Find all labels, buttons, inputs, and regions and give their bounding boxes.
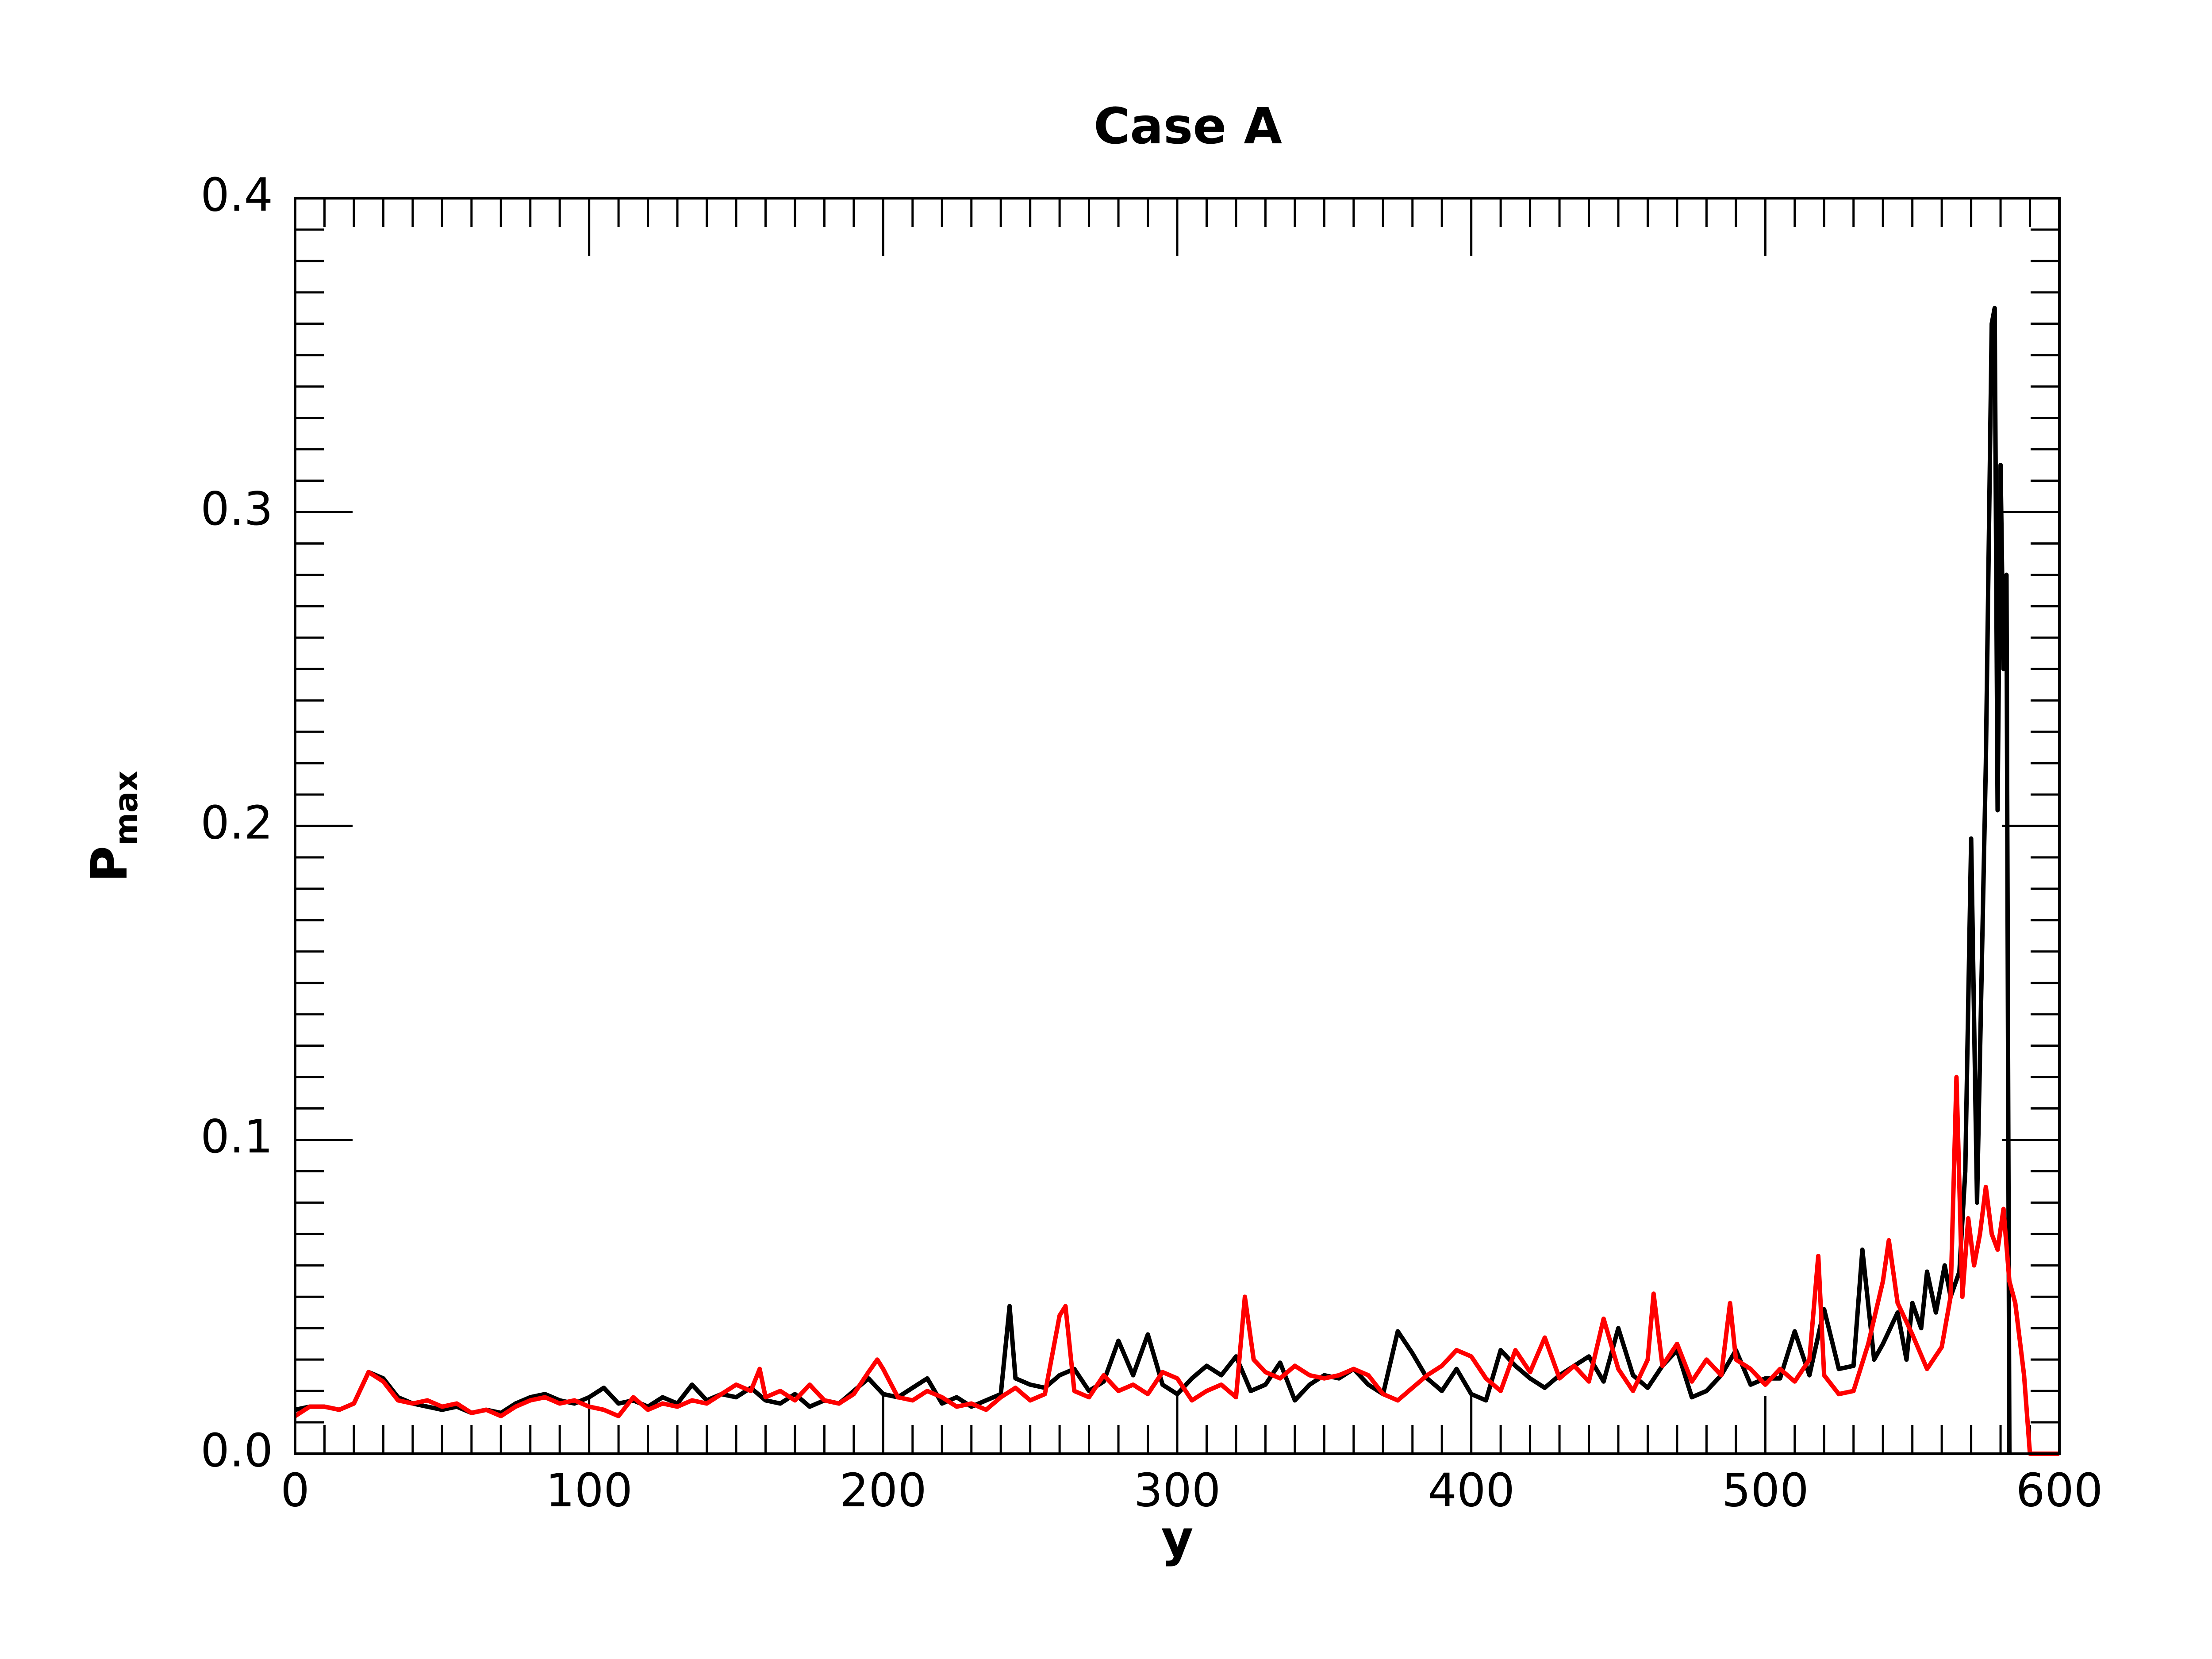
y-axis-label-main: Pmax	[81, 771, 145, 882]
y-axis-label-text: P	[81, 846, 138, 882]
x-tick-label: 600	[2016, 1464, 2103, 1517]
x-tick-label: 300	[1134, 1464, 1221, 1517]
y-tick-label: 0.3	[200, 483, 273, 536]
series-line	[294, 1075, 2059, 1456]
x-tick-label: 100	[545, 1464, 633, 1517]
x-tick-label: 200	[840, 1464, 927, 1517]
series-line	[294, 306, 2012, 1454]
x-tick-label: 500	[1722, 1464, 1809, 1517]
chart-title: Case A	[1094, 98, 1282, 155]
plot-frame	[294, 197, 2061, 1455]
y-tick-label: 0.2	[200, 796, 273, 849]
y-tick-label: 0.4	[200, 169, 273, 222]
y-axis-label-subscript: max	[108, 771, 145, 846]
x-axis-label: y	[1161, 1510, 1193, 1567]
y-tick-label: 0.0	[200, 1424, 273, 1477]
x-tick-label: 0	[280, 1464, 310, 1517]
y-tick-label: 0.1	[200, 1110, 273, 1164]
y-axis-label: Pmax	[81, 771, 145, 882]
x-tick-label: 400	[1428, 1464, 1515, 1517]
